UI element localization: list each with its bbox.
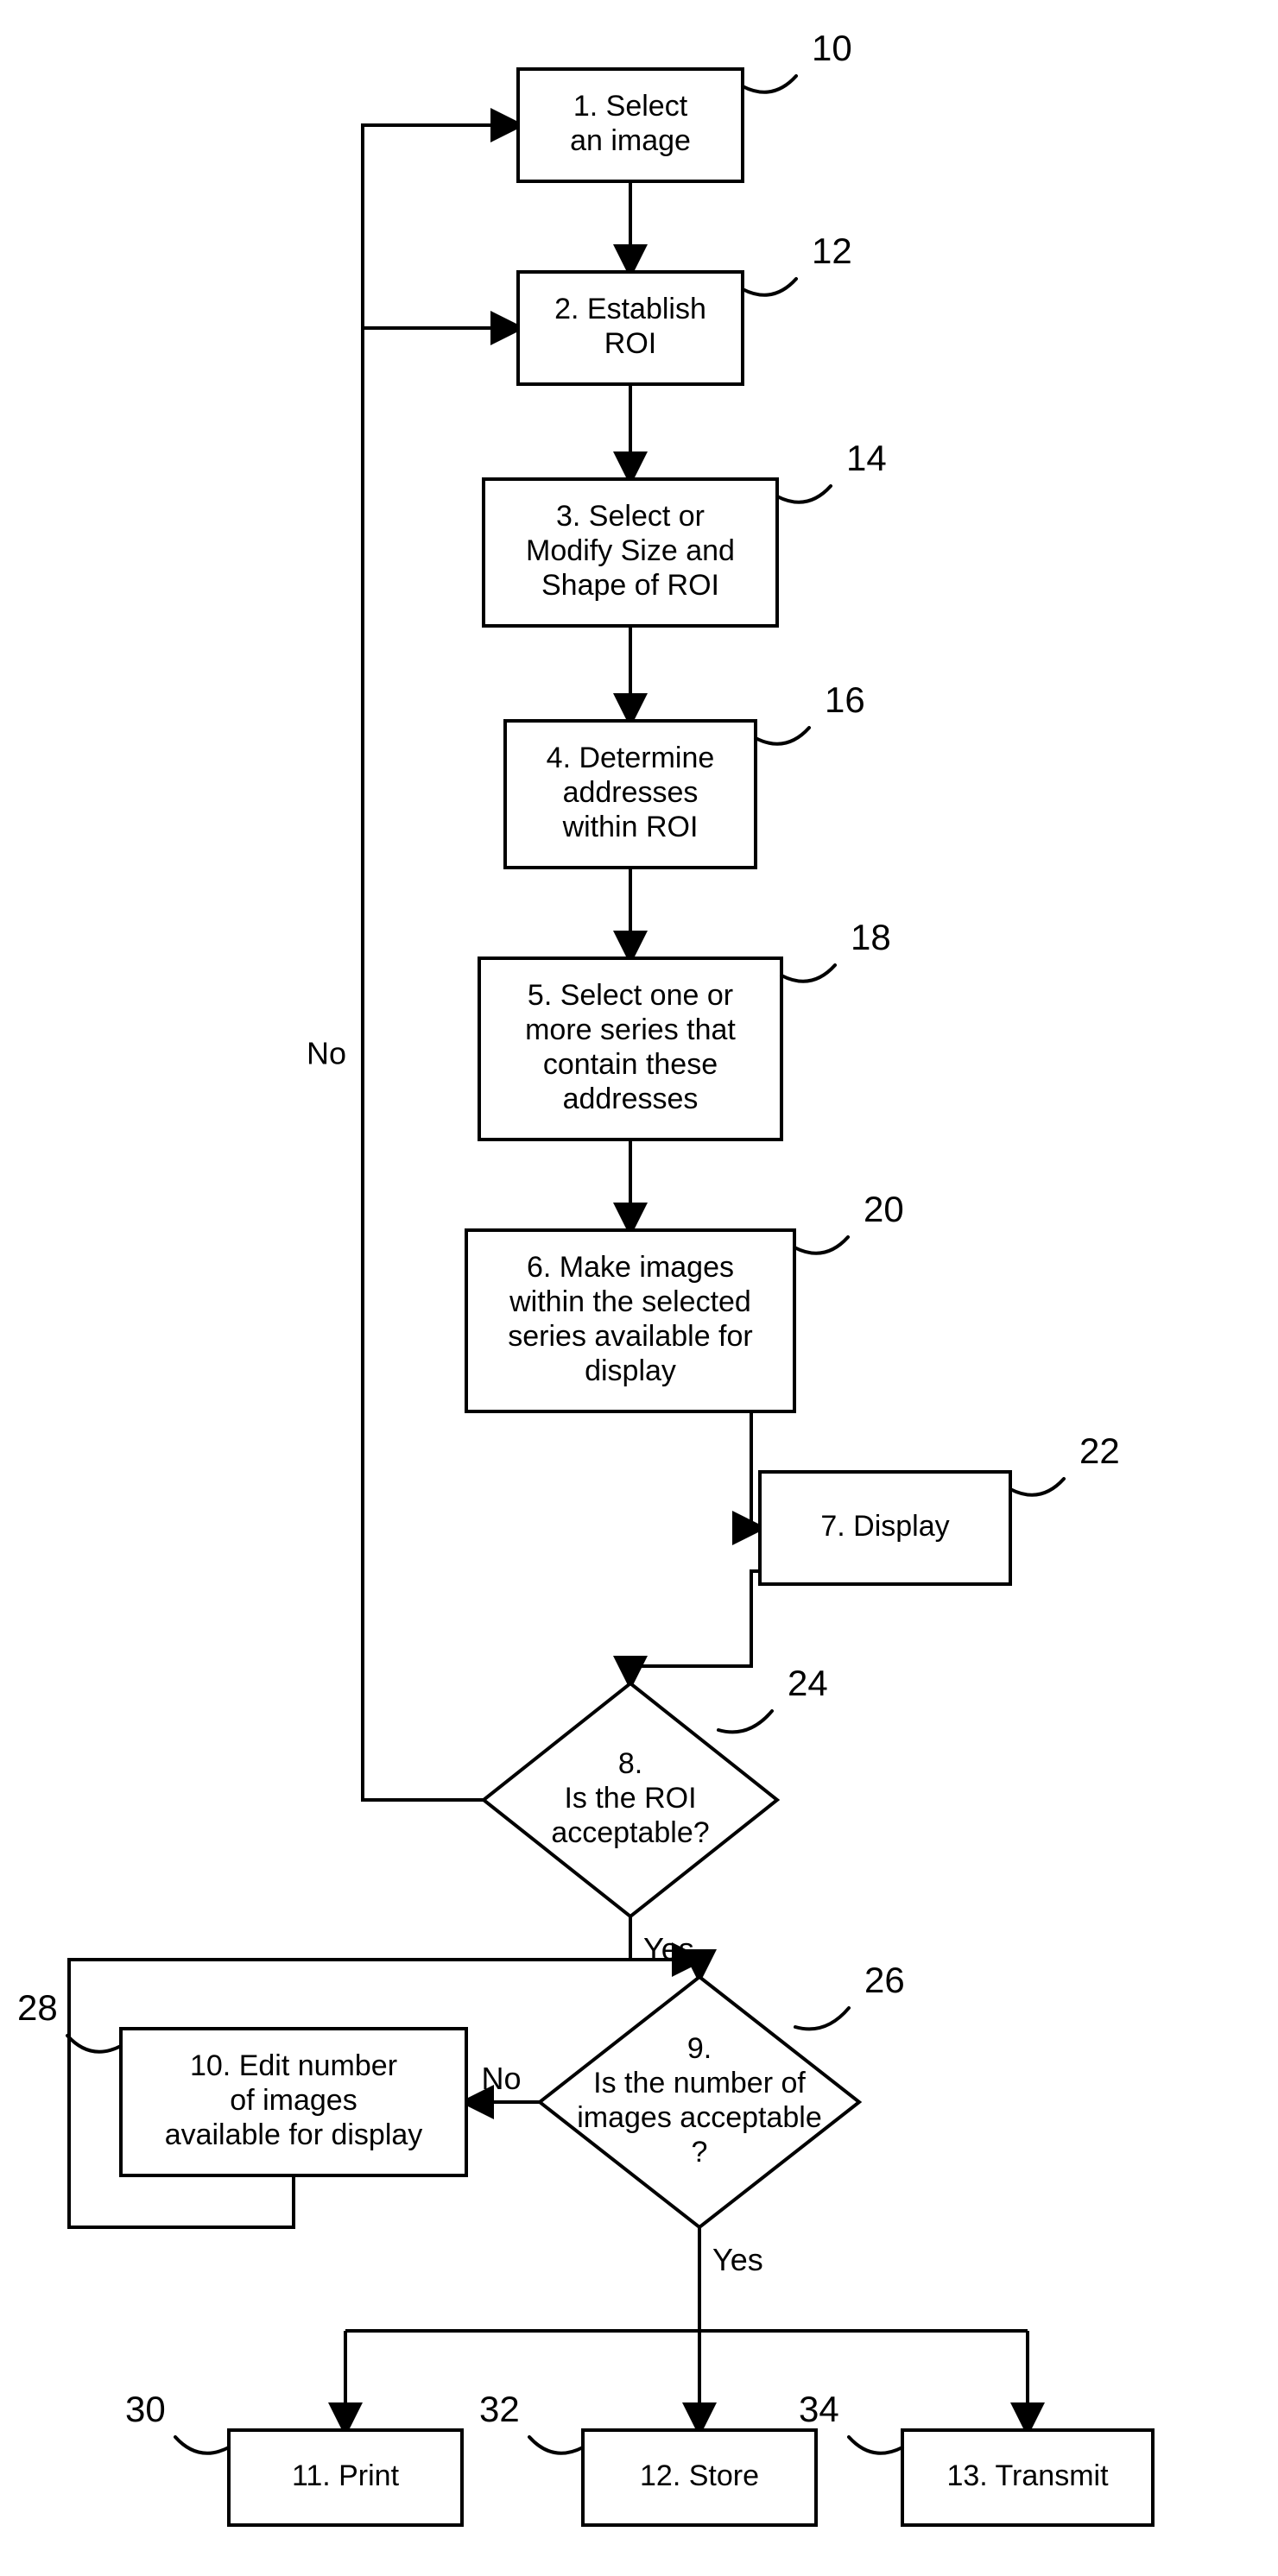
flow-node-n8: 8.Is the ROIacceptable? [484,1683,777,1916]
node-text: 3. Select or [556,500,705,533]
flow-node-n12: 12. Store [583,2430,816,2525]
flow-node-n6: 6. Make imageswithin the selectedseries … [466,1230,794,1411]
edge-label-yes8: Yes [643,1931,694,1967]
flow-node-n4: 4. Determineaddresseswithin ROI [505,721,756,868]
node-text: more series that [525,1013,736,1046]
flow-node-n13: 13. Transmit [902,2430,1153,2525]
ref-number: 18 [851,917,891,957]
edge-label-no9: No [482,2061,522,2096]
ref-number: 30 [125,2389,166,2429]
ref-number: 32 [479,2389,520,2429]
ref-number: 22 [1079,1430,1120,1471]
edge-rail-n1 [363,125,518,328]
node-text: 8. [618,1747,642,1780]
node-text: 4. Determine [547,742,715,774]
node-text: acceptable? [551,1816,709,1849]
node-text: within the selected [509,1285,751,1318]
node-text: ROI [604,327,656,360]
node-text: display [585,1354,676,1387]
node-text: 1. Select [573,90,688,123]
node-text: 9. [687,2032,712,2065]
ref-number: 28 [17,1987,58,2028]
flow-node-n11: 11. Print [229,2430,462,2525]
flow-node-n3: 3. Select orModify Size andShape of ROI [484,479,777,626]
flow-node-n10: 10. Edit numberof imagesavailable for di… [121,2029,466,2175]
flow-node-n9: 9.Is the number ofimages acceptable? [540,1977,859,2227]
node-text: within ROI [562,811,699,843]
ref-number: 26 [864,1960,905,2000]
node-text: Is the number of [593,2067,806,2099]
ref-number: 16 [825,679,865,720]
node-text: ? [692,2136,708,2169]
node-text: Modify Size and [526,534,735,567]
node-text: contain these [543,1048,718,1081]
ref-number: 14 [846,438,887,478]
node-text: 6. Make images [527,1251,734,1284]
node-text: series available for [508,1320,752,1353]
ref-number: 34 [799,2389,839,2429]
edge-down-n8 [630,1636,751,1683]
node-text: Shape of ROI [541,569,719,602]
node-text: 5. Select one or [528,979,733,1012]
flow-node-n1: 1. Selectan image [518,69,743,181]
node-text: addresses [563,776,699,809]
node-text: 2. Establish [554,293,706,325]
node-text: 13. Transmit [946,2459,1109,2492]
ref-number: 10 [812,28,852,68]
node-text: 10. Edit number [190,2049,397,2082]
ref-number: 20 [864,1189,904,1229]
ref-number: 12 [812,230,852,271]
flowchart-canvas: 1. Selectan image 2. EstablishROI 3. Selec… [0,0,1278,2576]
node-text: images acceptable [577,2101,822,2134]
node-text: 12. Store [640,2459,759,2492]
node-text: addresses [563,1083,699,1115]
node-text: an image [570,124,691,157]
flow-node-n5: 5. Select one ormore series thatcontain … [479,958,781,1140]
node-text: 11. Print [292,2459,400,2492]
node-text: of images [230,2084,357,2117]
node-text: available for display [165,2118,423,2151]
node-text: 7. Display [820,1510,949,1543]
ref-number: 24 [788,1663,828,1703]
flow-node-n2: 2. EstablishROI [518,272,743,384]
edge-label-yes9: Yes [712,2242,763,2277]
edge-label-no8: No [307,1036,346,1071]
node-text: Is the ROI [564,1782,696,1815]
flow-node-n7: 7. Display [760,1472,1010,1584]
